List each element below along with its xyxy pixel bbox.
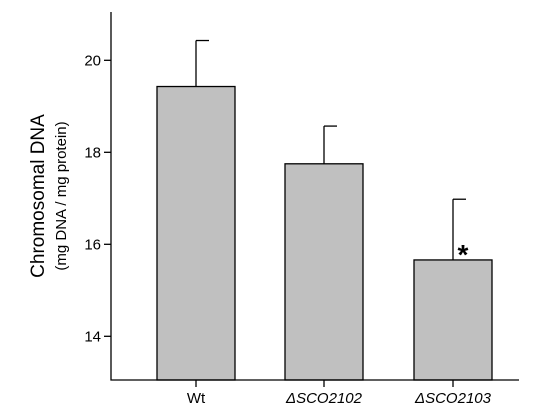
x-tick-label: ΔSCO2102 — [285, 390, 363, 407]
y-axis-label-group: Chromosomal DNA (mg DNA / mg protein) — [28, 114, 70, 278]
x-tick-label: ΔSCO2103 — [414, 390, 492, 407]
y-axis-label: Chromosomal DNA — [28, 114, 49, 278]
axis-frame — [110, 12, 519, 381]
y-tick-label: 16 — [84, 236, 101, 253]
bar — [156, 85, 236, 381]
y-tick-label: 20 — [84, 52, 101, 69]
y-axis-sublabel: (mg DNA / mg protein) — [53, 121, 70, 270]
x-tick-label: Wt — [187, 390, 206, 407]
significance-marker: * — [458, 239, 469, 270]
bar — [413, 259, 493, 381]
bar — [284, 163, 364, 381]
y-tick-label: 18 — [84, 144, 101, 161]
plot-area: * 14 16 18 20 Wt ΔSCO2102 ΔSCO2103 — [84, 12, 519, 407]
y-tick-label: 14 — [84, 328, 101, 345]
